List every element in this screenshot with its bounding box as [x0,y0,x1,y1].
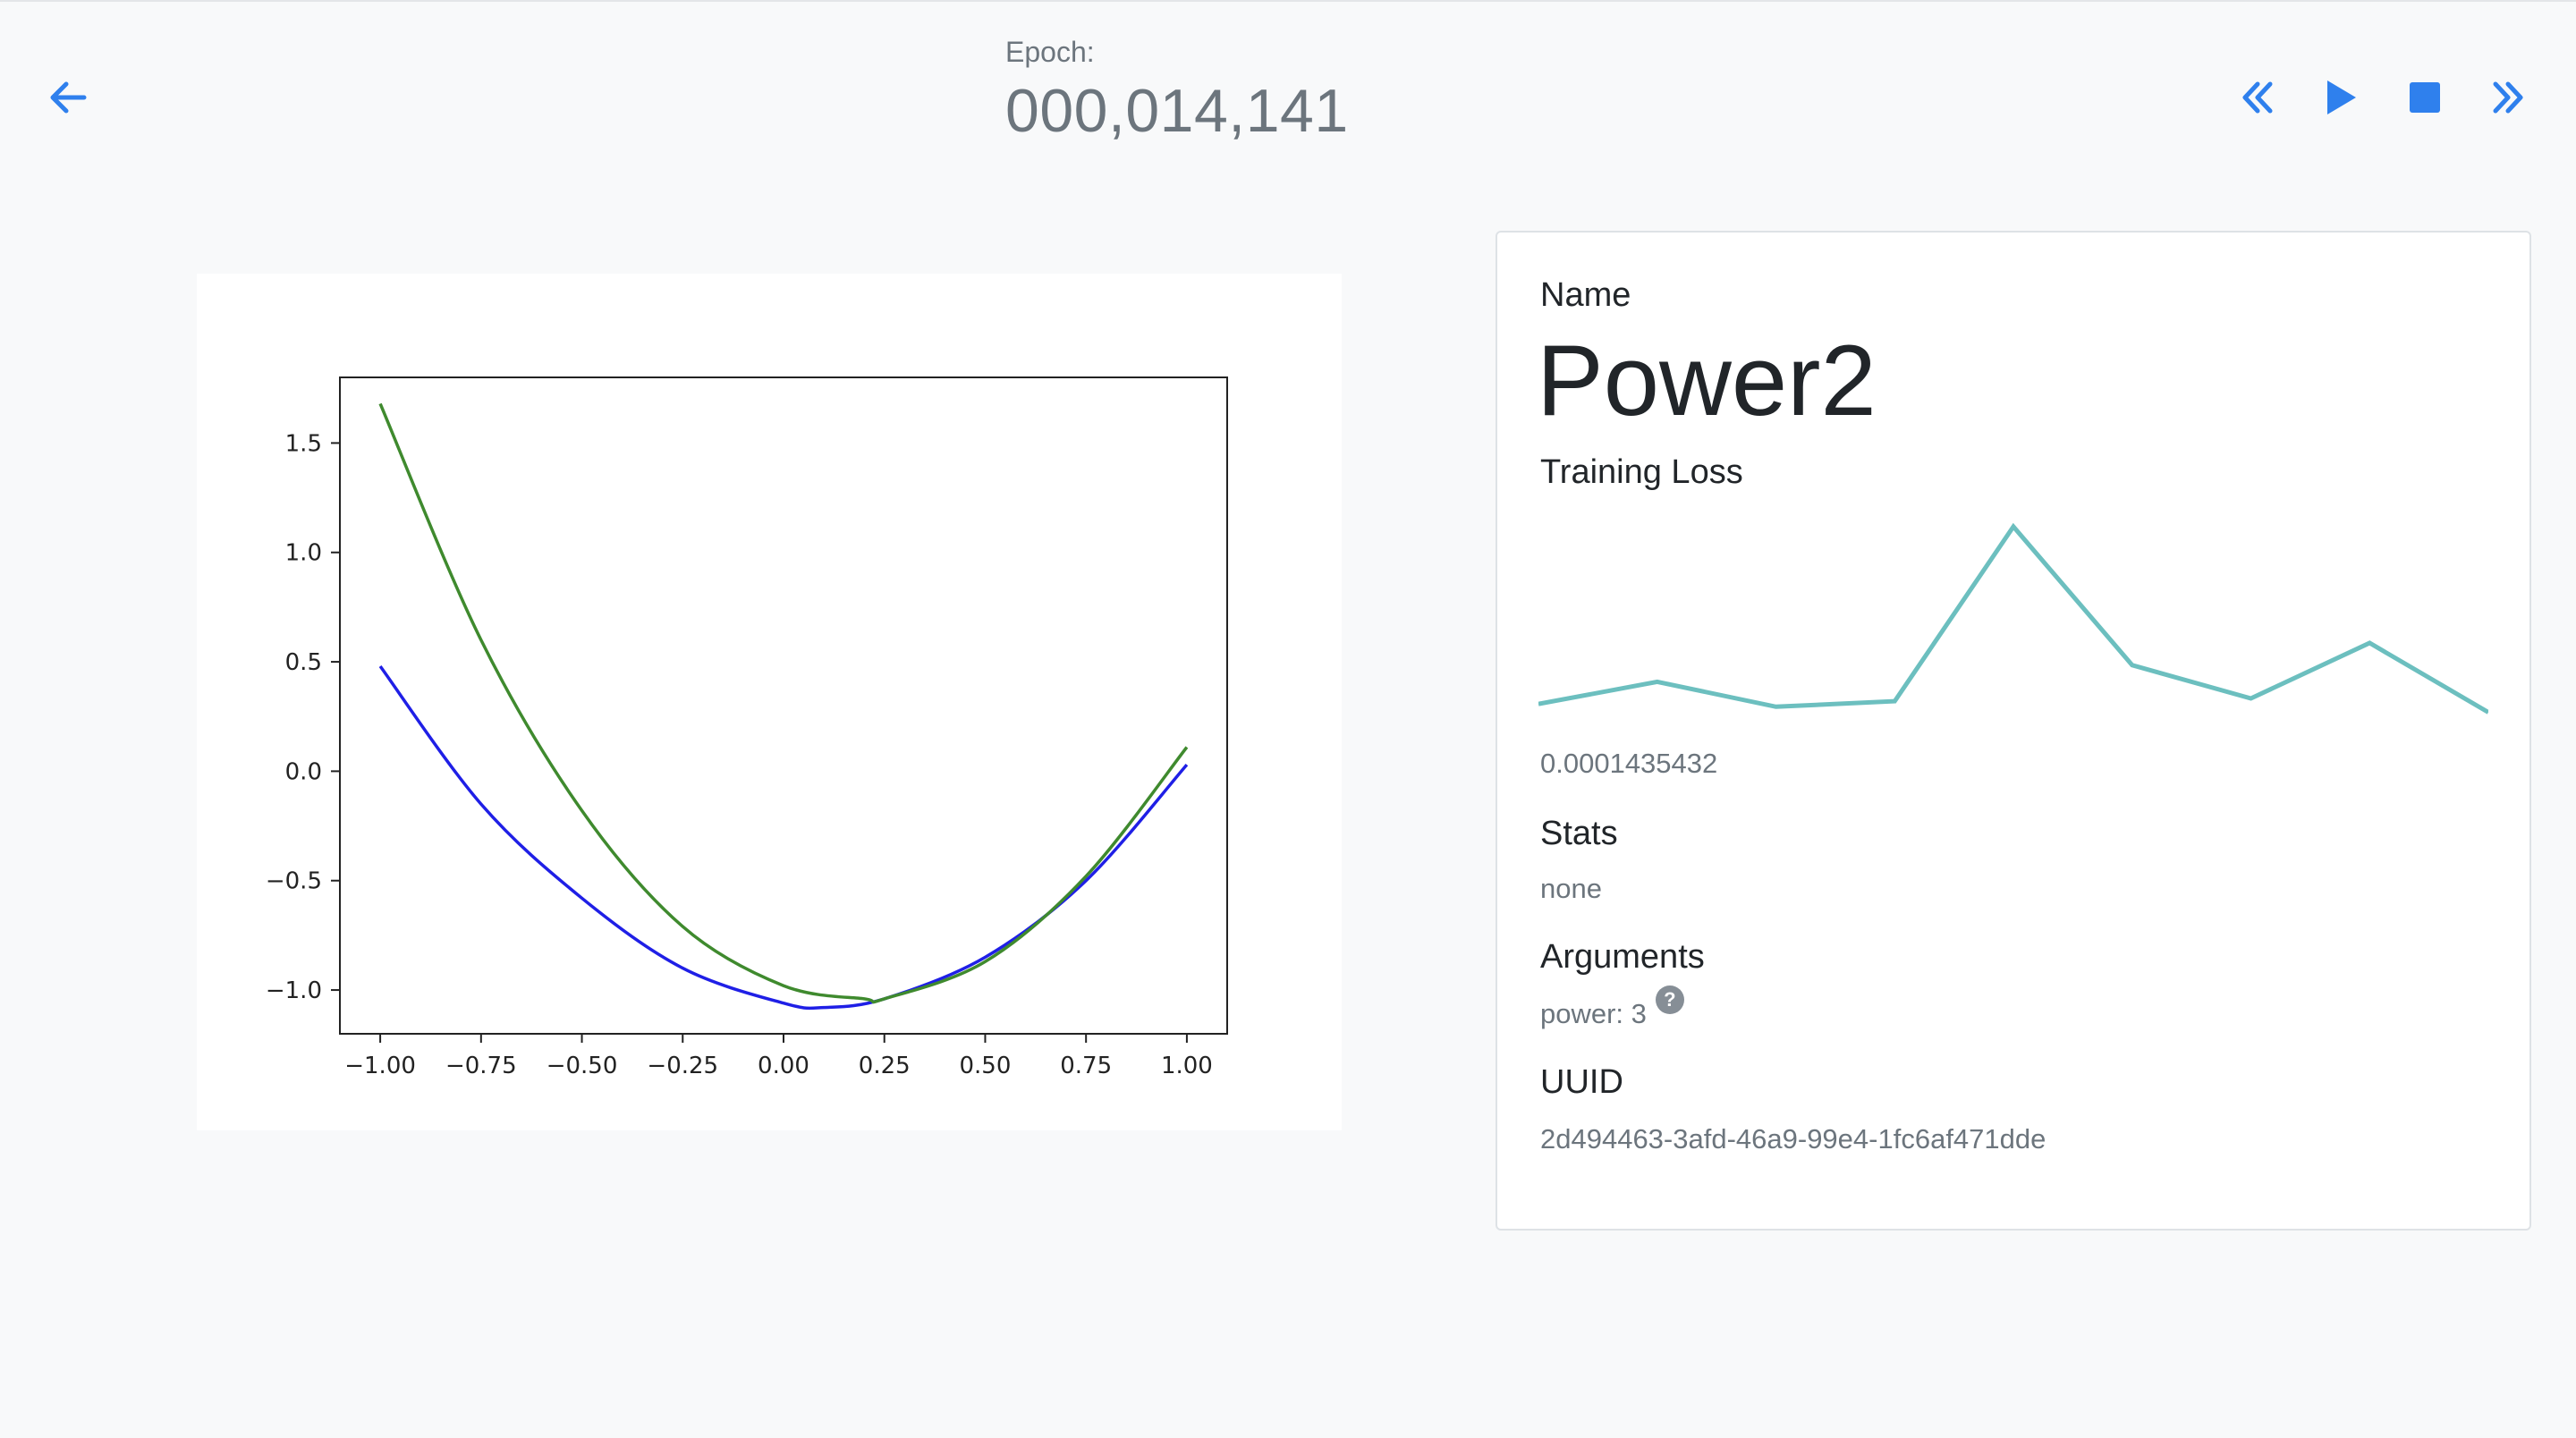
epoch-display: Epoch: 000,014,141 [1005,36,1349,147]
plot-series-group [378,402,1189,1011]
loss-line [1538,522,2488,715]
x-tick-label: 0.00 [758,1053,809,1079]
x-tick-label: 0.75 [1060,1053,1112,1079]
uuid-value: 2d494463-3afd-46a9-99e4-1fc6af471dde [1540,1123,2046,1155]
y-tick-label: 1.5 [285,430,322,457]
epoch-value: 000,014,141 [1005,77,1349,145]
x-tick-label: −0.50 [547,1053,618,1079]
plot-frame [339,376,1228,1035]
rewind-button[interactable] [2233,73,2281,122]
arguments-label: Arguments [1540,938,1705,976]
play-button[interactable] [2317,73,2365,122]
plot-canvas: −1.00 −0.75 −0.50 −0.25 0.00 0.25 0.50 0.75 1.00… [266,376,1228,1079]
plot-ticks-group: −1.00 −0.75 −0.50 −0.25 0.00 0.25 0.50 0.75 1.00… [266,430,1213,1079]
back-button[interactable] [45,75,89,120]
x-tick-label: 0.50 [960,1053,1012,1079]
back-arrow-icon [50,81,87,114]
playback-controls [2233,73,2533,122]
help-icon[interactable]: ? [1655,985,1684,1014]
stop-button[interactable] [2401,73,2449,122]
series-line-1 [378,402,1189,1004]
run-name: Power2 [1537,325,1877,436]
function-plot: −1.00 −0.75 −0.50 −0.25 0.00 0.25 0.50 0.75 1.00… [197,274,1342,1130]
arguments-value: power: 3? [1540,985,1684,1030]
top-border [0,0,2576,2]
argument-power: power: 3 [1540,998,1647,1029]
y-tick-label: −1.0 [266,977,322,1004]
stats-label: Stats [1540,815,1618,852]
y-tick-label: 1.0 [285,540,322,567]
stats-value: none [1540,873,1602,904]
stop-icon [2410,82,2440,113]
y-tick-label: −0.5 [266,868,322,895]
x-tick-label: 1.00 [1161,1053,1213,1079]
x-tick-label: −0.25 [647,1053,718,1079]
play-icon [2327,80,2356,114]
series-line-0 [378,664,1189,1011]
x-tick-label: 0.25 [859,1053,911,1079]
x-tick-label: −0.75 [445,1053,517,1079]
training-loss-value: 0.0001435432 [1540,748,1718,779]
uuid-label: UUID [1540,1063,1623,1101]
training-loss-label: Training Loss [1540,453,1743,491]
epoch-label: Epoch: [1005,36,1095,68]
run-info-card: Name Power2 Training Loss 0.0001435432 S… [1496,231,2531,1231]
training-loss-sparkline [1538,522,2488,715]
fast-forward-button[interactable] [2485,73,2533,122]
x-tick-label: −1.00 [344,1053,416,1079]
fast-forward-icon [2493,81,2523,114]
y-tick-label: 0.5 [285,649,322,676]
rewind-icon [2242,81,2273,114]
y-tick-label: 0.0 [285,758,322,785]
name-label: Name [1540,276,1631,314]
